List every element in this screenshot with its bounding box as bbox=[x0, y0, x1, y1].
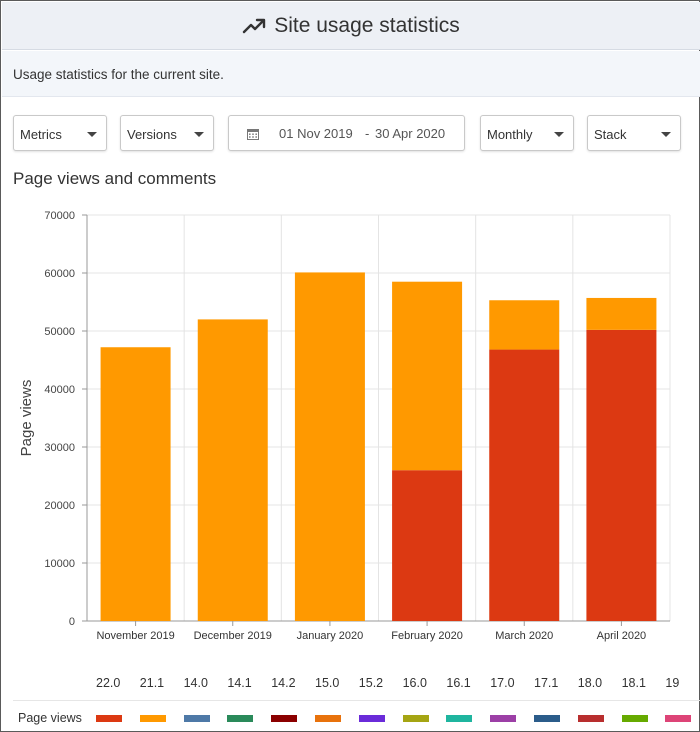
version-legend: 22.0 21.1 14.0 14.1 14.2 15.0 15.2 16.0 16.1 17.0… bbox=[1, 666, 700, 732]
legend-version-label: 16.0 bbox=[402, 676, 427, 690]
versions-dropdown[interactable]: Versions bbox=[120, 115, 214, 151]
chart-title: Page views and comments bbox=[13, 169, 217, 188]
versions-dropdown-label: Versions bbox=[127, 127, 177, 142]
bar-segment bbox=[489, 349, 560, 621]
y-tick-label: 0 bbox=[69, 616, 75, 628]
page-header: Site usage statistics bbox=[2, 2, 700, 50]
trending-up-icon bbox=[243, 18, 266, 33]
legend-swatch[interactable] bbox=[96, 715, 122, 722]
metrics-dropdown-label: Metrics bbox=[20, 127, 62, 142]
legend-version-label: 17.1 bbox=[534, 676, 559, 690]
legend-swatch[interactable] bbox=[665, 715, 692, 722]
legend-version-label: 15.2 bbox=[358, 676, 384, 690]
y-tick-label: 50000 bbox=[44, 326, 75, 338]
chevron-down-icon bbox=[194, 132, 204, 137]
legend-swatch[interactable] bbox=[446, 715, 473, 722]
bar-segment bbox=[489, 300, 560, 350]
legend-swatch[interactable] bbox=[621, 715, 648, 722]
legend-version-label: 14.1 bbox=[227, 676, 252, 690]
metrics-dropdown[interactable]: Metrics bbox=[13, 115, 107, 151]
bar-segment bbox=[392, 281, 463, 471]
legend-version-label: 19 bbox=[665, 676, 680, 690]
legend-version-label: 21.1 bbox=[139, 676, 165, 690]
legend-row-label: Page views bbox=[18, 711, 82, 725]
calendar-icon bbox=[247, 129, 259, 140]
y-tick-label: 20000 bbox=[44, 500, 75, 512]
legend-swatch[interactable] bbox=[534, 715, 560, 722]
x-tick-label: January 2020 bbox=[297, 630, 364, 642]
chart-mode-dropdown-label: Stack bbox=[594, 127, 627, 142]
legend-version-label: 14.0 bbox=[183, 676, 208, 690]
legend-version-label: 16.1 bbox=[446, 676, 471, 690]
date-separator: - bbox=[365, 126, 370, 141]
bar-segment bbox=[197, 319, 268, 621]
y-tick-label: 60000 bbox=[44, 268, 75, 280]
legend-version-label: 17.0 bbox=[490, 676, 515, 690]
y-tick-label: 40000 bbox=[44, 384, 75, 396]
bar-segment bbox=[294, 272, 365, 621]
legend-swatch[interactable] bbox=[271, 715, 298, 722]
page-views-chart: 0 10000 20000 30000 40000 50000 60000 70000 Nove… bbox=[18, 210, 671, 642]
legend-swatch[interactable] bbox=[402, 715, 429, 722]
legend-version-label: 14.2 bbox=[271, 676, 296, 690]
legend-version-label: 18.0 bbox=[577, 676, 603, 690]
chevron-down-icon bbox=[661, 132, 671, 137]
chevron-down-icon bbox=[554, 132, 564, 137]
bar-segment bbox=[586, 329, 657, 621]
legend-divider bbox=[13, 700, 700, 701]
date-to: 30 Apr 2020 bbox=[375, 126, 446, 141]
interval-dropdown-label: Monthly bbox=[487, 127, 533, 142]
legend-swatch[interactable] bbox=[227, 715, 254, 722]
date-from: 01 Nov 2019 bbox=[279, 126, 353, 141]
y-tick-label: 70000 bbox=[44, 210, 75, 222]
x-tick-label: March 2020 bbox=[495, 630, 553, 642]
chevron-down-icon bbox=[87, 132, 97, 137]
y-tick-label: 10000 bbox=[44, 558, 75, 570]
interval-dropdown[interactable]: Monthly bbox=[480, 115, 574, 151]
x-tick-label: November 2019 bbox=[96, 630, 174, 642]
bar-segment bbox=[392, 470, 463, 621]
page-description: Usage statistics for the current site. bbox=[13, 67, 224, 82]
date-range-picker[interactable]: 01 Nov 2019 - 30 Apr 2020 bbox=[228, 115, 465, 151]
legend-swatch[interactable] bbox=[315, 715, 341, 722]
legend-swatch[interactable] bbox=[490, 715, 517, 722]
legend-version-label: 18.1 bbox=[621, 676, 646, 690]
legend-swatch[interactable] bbox=[358, 715, 385, 722]
description-bar: Usage statistics for the current site. bbox=[2, 51, 700, 97]
y-tick-label: 30000 bbox=[44, 442, 75, 454]
x-tick-label: February 2020 bbox=[391, 630, 463, 642]
legend-swatch[interactable] bbox=[139, 715, 166, 722]
bar-segment bbox=[100, 347, 171, 621]
x-tick-label: April 2020 bbox=[597, 630, 647, 642]
legend-version-label: 22.0 bbox=[96, 676, 121, 690]
legend-version-label: 15.0 bbox=[315, 676, 340, 690]
legend-swatch[interactable] bbox=[183, 715, 210, 722]
page-title: Site usage statistics bbox=[274, 13, 460, 37]
legend-swatch[interactable] bbox=[577, 715, 604, 722]
y-axis-label: Page views bbox=[18, 380, 35, 457]
x-tick-label: December 2019 bbox=[194, 630, 272, 642]
chart-mode-dropdown[interactable]: Stack bbox=[587, 115, 681, 151]
bar-segment bbox=[586, 297, 657, 330]
